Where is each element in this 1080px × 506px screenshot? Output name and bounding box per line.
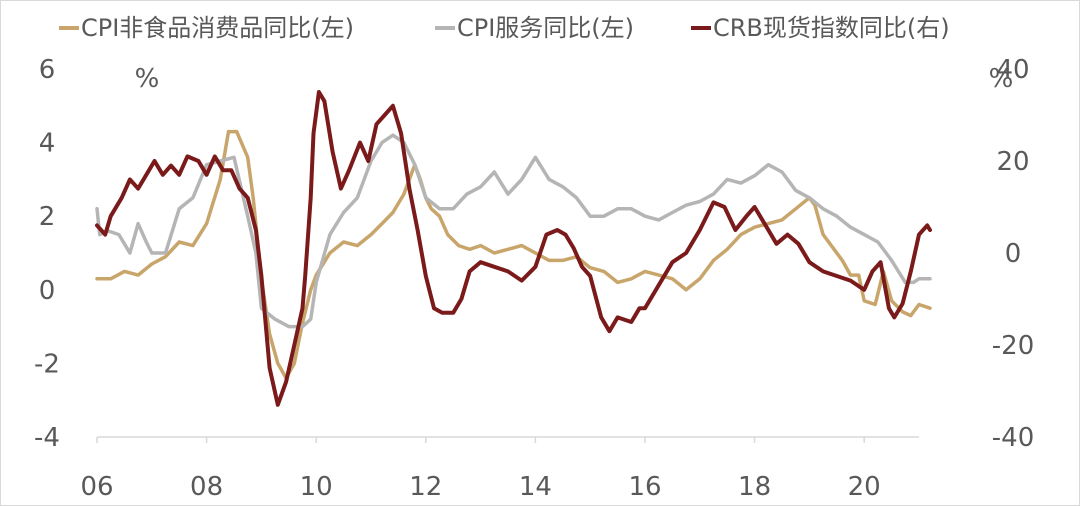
y-left-tick-label: -2: [34, 349, 60, 379]
y-right-tick-label: 40: [996, 55, 1029, 85]
x-tick-label: 08: [190, 472, 223, 502]
x-tick-label: 14: [519, 472, 552, 502]
y-left-unit-label: %: [135, 64, 160, 94]
x-tick-label: 10: [300, 472, 333, 502]
x-tick-label: 16: [628, 472, 661, 502]
y-right-tick-label: 0: [1005, 239, 1022, 269]
y-right-unit-label: %: [989, 64, 1014, 94]
y-right-tick-label: 20: [996, 147, 1029, 177]
legend-label-1: CPI非食品消费品同比(左): [81, 14, 354, 42]
plot-lines: [95, 90, 932, 407]
y-left-tick-label: 6: [39, 55, 56, 85]
series-line-3: [95, 90, 932, 407]
y-left-tick-label: 0: [39, 276, 56, 306]
x-tick-label: 18: [738, 472, 771, 502]
legend-label-2: CPI服务同比(左): [457, 14, 634, 42]
y-right-tick-label: -40: [992, 423, 1034, 453]
y-right-tick-label: -20: [992, 331, 1034, 361]
series-line-1: [95, 129, 932, 380]
y-left-tick-label: 4: [39, 129, 56, 159]
legend-label-3: CRB现货指数同比(右): [713, 14, 950, 42]
x-tick-label: 20: [848, 472, 881, 502]
y-left-tick-label: 2: [39, 202, 56, 232]
y-left-tick-label: -4: [34, 423, 60, 453]
x-tick-label: 06: [80, 472, 113, 502]
legend: CPI非食品消费品同比(左) CPI服务同比(左) CRB现货指数同比(右): [59, 14, 950, 42]
x-tick-label: 12: [409, 472, 442, 502]
